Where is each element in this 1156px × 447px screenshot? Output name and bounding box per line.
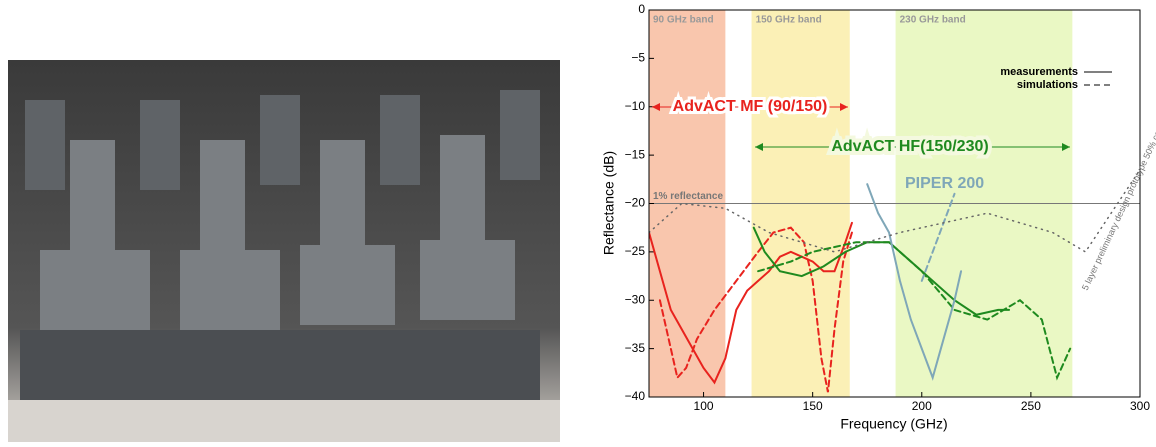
x-axis-label: Frequency (GHz) [840, 416, 947, 432]
band-label: 230 GHz band [900, 15, 966, 26]
chart: 90 GHz band 150 GHz band 230 GHz band 1% re… [625, 2, 1151, 413]
line-series [649, 221, 853, 385]
band-label: 150 GHz band [756, 15, 822, 26]
y-tick-label: −15 [625, 147, 646, 161]
legend-label: simulations [1017, 79, 1078, 91]
y-axis-label: Reflectance (dB) [601, 151, 617, 255]
legend-label: measurements [1000, 66, 1078, 78]
line-series [649, 168, 1140, 253]
y-tick-label: −20 [625, 196, 646, 210]
x-tick-label: 150 [803, 399, 823, 413]
line-series [658, 226, 853, 393]
piper-annotation: PIPER 200 [905, 175, 984, 192]
hf-annotation: AdvACT HF(150/230) [831, 138, 988, 155]
y-tick-label: −40 [625, 389, 646, 403]
x-tick-label: 100 [694, 399, 714, 413]
design-annotation: 5 layer preliminary design prototype 50%… [1080, 104, 1156, 291]
reference-label: 1% reflectance [653, 191, 723, 202]
y-tick-label: −5 [631, 51, 645, 65]
x-tick-label: 250 [1021, 399, 1041, 413]
line-series [757, 241, 1072, 381]
photo [8, 60, 560, 442]
y-tick-label: −25 [625, 244, 646, 258]
y-tick-label: −35 [625, 341, 646, 355]
x-tick-label: 300 [1130, 399, 1150, 413]
y-tick-label: −30 [625, 292, 646, 306]
x-tick-label: 200 [912, 399, 932, 413]
series-group [649, 168, 1140, 393]
mf-annotation: AdvACT MF (90/150) [673, 98, 828, 115]
y-tick-label: −10 [625, 99, 646, 113]
y-tick-label: 0 [638, 2, 645, 16]
line-series [866, 183, 963, 381]
line-series [920, 192, 956, 282]
band-label: 90 GHz band [653, 15, 714, 26]
plot-frame [648, 9, 1141, 398]
